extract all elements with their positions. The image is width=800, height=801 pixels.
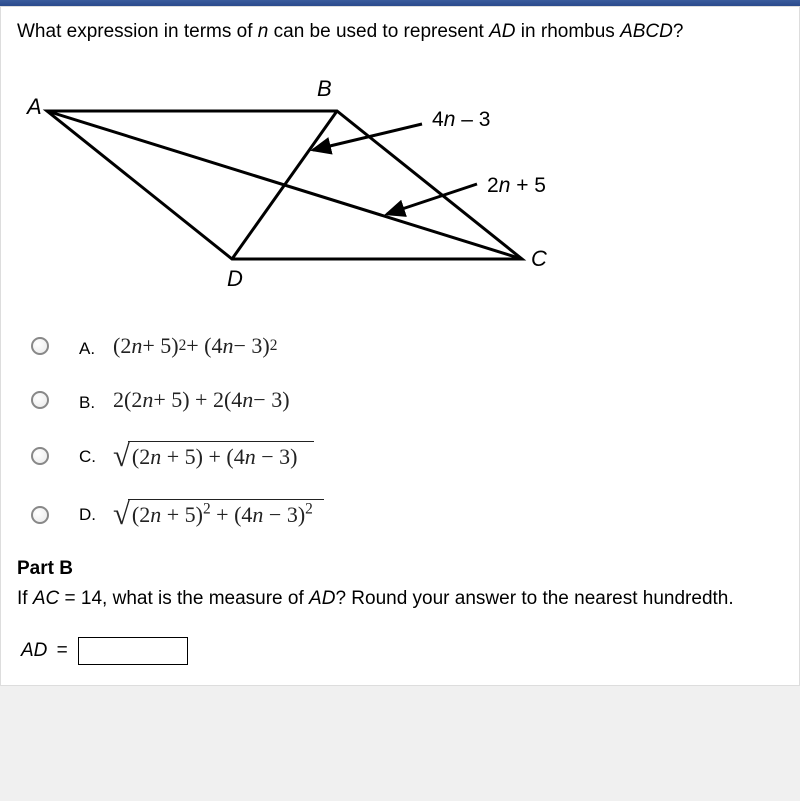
label-c: C — [531, 246, 547, 271]
options-group: A. (2n + 5)2 + (4n − 3)2 B. 2(2n + 5) + … — [17, 333, 783, 531]
q-prefix: What expression in terms of — [17, 21, 258, 42]
option-a[interactable]: A. (2n + 5)2 + (4n − 3)2 — [31, 333, 783, 359]
option-math: √ (2n + 5) + (4n − 3) — [113, 441, 314, 472]
q-rhombus: ABCD — [620, 21, 673, 42]
pb-eq: = 14, what is the measure of — [59, 588, 309, 609]
option-math: 2(2n + 5) + 2(4n − 3) — [113, 387, 290, 413]
radio-icon[interactable] — [31, 447, 49, 465]
option-letter: B. — [79, 387, 113, 413]
answer-input[interactable] — [78, 637, 188, 665]
answer-row: AD = — [21, 637, 783, 665]
option-d[interactable]: D. √ (2n + 5)2 + (4n − 3)2 — [31, 499, 783, 530]
option-math: (2n + 5)2 + (4n − 3)2 — [113, 333, 277, 359]
option-math: √ (2n + 5)2 + (4n − 3)2 — [113, 499, 324, 530]
question-text: What expression in terms of n can be use… — [17, 19, 783, 46]
part-b-text: If AC = 14, what is the measure of AD? R… — [17, 586, 783, 613]
option-letter: C. — [79, 441, 113, 467]
answer-equals: = — [51, 640, 67, 661]
q-seg: AD — [489, 21, 515, 42]
radio-icon[interactable] — [31, 337, 49, 355]
answer-var: AD — [21, 640, 47, 661]
pb-prefix: If — [17, 588, 33, 609]
pb-suffix: ? Round your answer to the nearest hundr… — [335, 588, 733, 609]
question-card: What expression in terms of n can be use… — [0, 6, 800, 686]
q-suffix1: in rhombus — [516, 21, 621, 42]
expr-2: 2n + 5 — [487, 174, 546, 197]
diagonal-bd — [232, 111, 337, 259]
radio-icon[interactable] — [31, 506, 49, 524]
answer-label: AD = — [21, 640, 68, 662]
pb-seg1: AC — [33, 588, 59, 609]
pb-seg2: AD — [309, 588, 335, 609]
q-middle: can be used to represent — [268, 21, 489, 42]
option-c[interactable]: C. √ (2n + 5) + (4n − 3) — [31, 441, 783, 472]
leader-1 — [313, 124, 422, 150]
option-b[interactable]: B. 2(2n + 5) + 2(4n − 3) — [31, 387, 783, 413]
q-var: n — [258, 21, 269, 42]
option-letter: D. — [79, 499, 113, 525]
rhombus-diagram: A B C D 4n – 3 2n + 5 — [17, 64, 783, 309]
label-d: D — [227, 266, 243, 291]
q-suffix2: ? — [673, 21, 684, 42]
radio-icon[interactable] — [31, 391, 49, 409]
expr-1: 4n – 3 — [432, 108, 490, 131]
option-letter: A. — [79, 333, 113, 359]
label-a: A — [25, 94, 42, 119]
part-b-title: Part B — [17, 558, 783, 580]
label-b: B — [317, 76, 332, 101]
